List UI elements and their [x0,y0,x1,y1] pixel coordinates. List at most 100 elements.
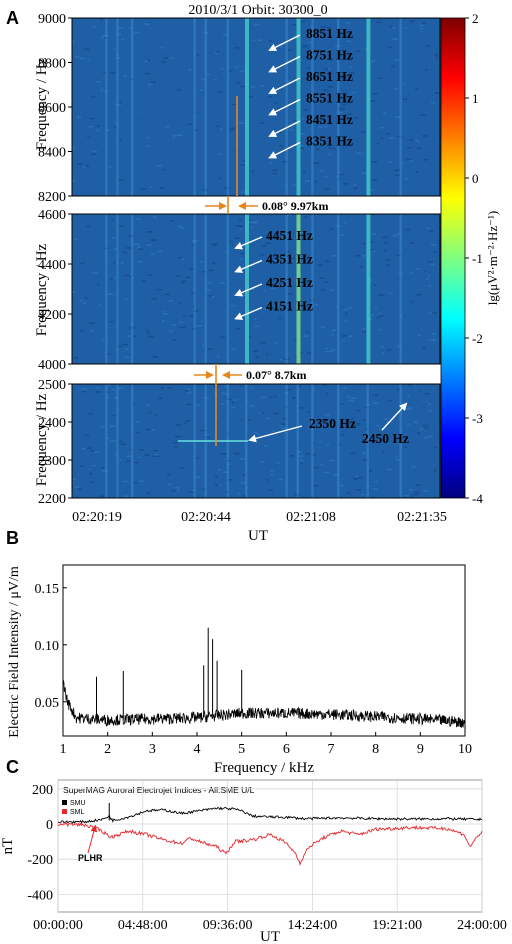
noise-cell [132,428,135,431]
noise-cell [74,357,79,359]
noise-cell [223,471,229,473]
noise-cell [298,455,304,457]
noise-cell [179,321,184,324]
noise-cell [231,406,236,409]
colorbar-tick-label: -2 [472,331,483,346]
noise-cell [313,162,320,164]
noise-cell [114,397,118,399]
noise-cell [193,129,199,132]
noise-cell [81,388,87,390]
noise-cell [305,453,310,455]
noise-cell [238,225,244,227]
noise-cell [343,221,347,224]
index-xtick-label: 19:21:00 [372,918,422,933]
noise-cell [304,216,308,218]
noise-cell [72,180,75,182]
noise-cell [111,425,116,428]
noise-cell [317,264,323,266]
spec2-ytick-label: 4400 [38,258,66,273]
noise-cell [96,81,101,83]
noise-cell [389,137,396,139]
spec3-ytick-label: 2300 [38,454,66,469]
noise-cell [139,449,144,451]
noise-cell [408,407,413,409]
noise-cell [126,247,132,249]
noise-cell [266,479,269,481]
noise-cell [340,403,344,405]
spec3-column-stripe [311,384,314,498]
noise-cell [249,405,255,407]
colorbar-tick-label: -4 [472,491,483,506]
noise-cell [275,302,279,304]
noise-cell [355,255,361,257]
noise-cell [137,456,141,459]
noise-cell [174,446,178,448]
noise-cell [356,476,363,479]
noise-cell [242,160,247,162]
noise-cell [347,113,353,115]
noise-cell [366,485,370,488]
noise-cell [326,444,330,446]
noise-cell [139,111,142,113]
noise-cell [218,153,223,155]
noise-cell [320,169,324,172]
noise-cell [124,356,130,359]
spec1-column-stripe [226,18,230,196]
noise-cell [382,451,385,453]
noise-cell [122,480,129,483]
noise-cell [324,125,328,128]
noise-cell [151,298,157,300]
noise-cell [280,46,283,48]
colorbar-ticks: 2 1 0 -1 -2 -3 -4 [465,11,483,506]
spec2-column-stripe [226,214,230,364]
noise-cell [225,251,228,253]
noise-cell [275,102,278,105]
noise-cell [72,291,76,293]
noise-cell [351,425,355,427]
noise-cell [331,334,334,336]
noise-cell [155,455,160,457]
noise-cell [363,327,366,330]
noise-cell [293,119,299,122]
noise-cell [221,392,226,395]
noise-cell [394,169,401,172]
noise-cell [260,85,264,87]
noise-cell [287,293,294,295]
noise-cell [102,35,109,37]
noise-cell [408,160,413,162]
noise-cell [274,341,278,344]
spec3-noise [73,384,438,497]
noise-cell [239,85,245,88]
noise-cell [178,257,183,259]
noise-cell [434,54,439,56]
noise-cell [349,72,355,74]
noise-cell [249,288,255,290]
noise-cell [281,427,287,429]
noise-cell [405,408,411,410]
noise-cell [318,447,321,449]
noise-cell [321,289,325,291]
noise-cell [225,393,229,395]
colorbar [440,17,466,499]
noise-cell [398,272,404,275]
noise-cell [252,39,255,41]
noise-cell [279,424,282,427]
noise-cell [151,429,155,431]
noise-cell [290,455,295,457]
spectrum-xlabel: Frequency / kHz [214,760,314,776]
noise-cell [282,160,289,163]
noise-cell [172,339,177,341]
noise-cell [432,339,438,342]
noise-cell [386,468,392,471]
spec2-column-stripe [204,214,207,364]
noise-cell [247,309,253,312]
noise-cell [392,38,398,40]
noise-cell [347,492,351,494]
noise-cell [235,47,240,49]
noise-cell [414,87,418,90]
noise-cell [328,423,334,425]
noise-cell [96,129,99,132]
noise-cell [226,460,231,462]
noise-cell [273,395,277,398]
noise-cell [285,389,292,391]
